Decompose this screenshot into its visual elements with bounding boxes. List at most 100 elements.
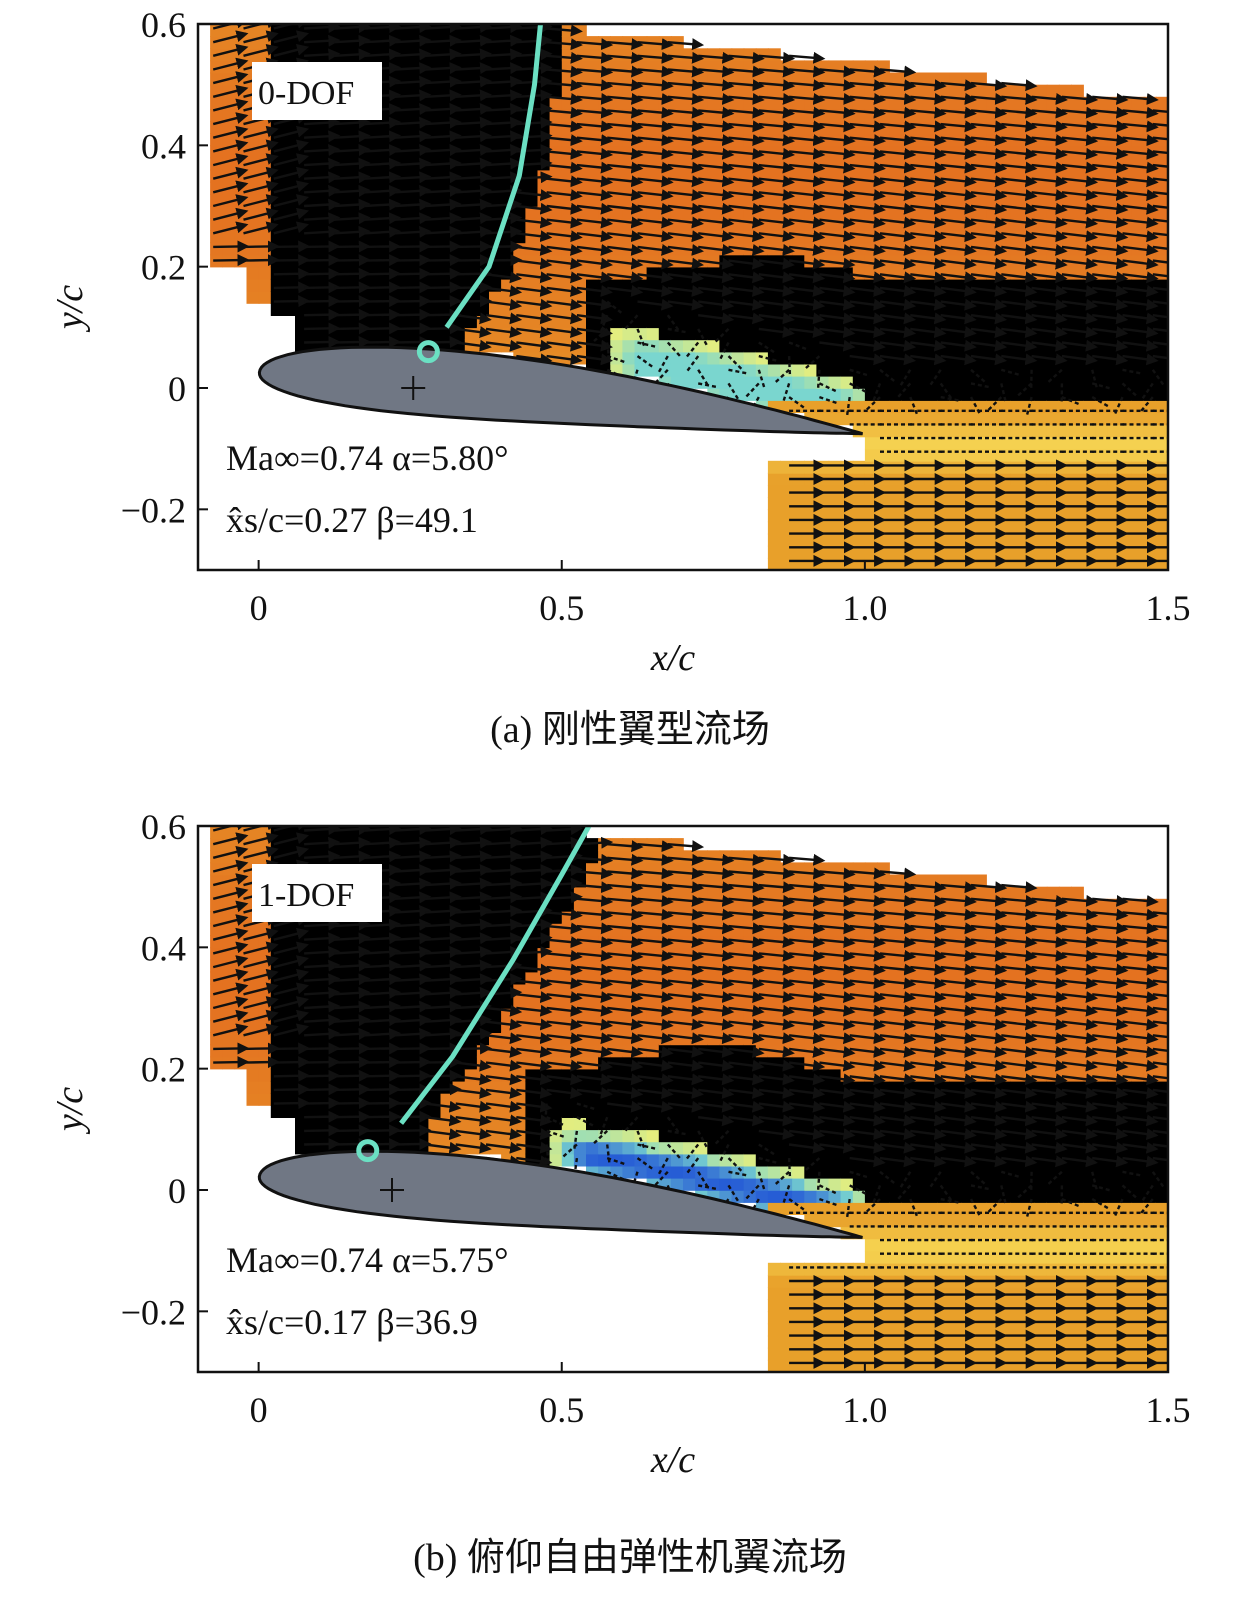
velocity-vector [334,315,368,316]
field-cell [465,133,478,146]
field-cell [804,255,817,268]
field-cell [1035,158,1048,171]
field-cell [380,1044,393,1057]
field-cell [1023,424,1036,437]
field-cell [804,1129,817,1142]
field-cell [768,1166,781,1179]
field-cell [344,1044,357,1057]
field-cell [732,303,745,316]
field-cell [586,996,599,1009]
field-cell [865,85,878,98]
field-cell [816,497,829,510]
field-cell [525,826,538,839]
field-cell [610,158,623,171]
field-cell [683,1142,696,1155]
field-cell [441,73,454,86]
field-cell [428,935,441,948]
field-cell [489,24,502,37]
field-cell [489,267,502,280]
velocity-vector [425,246,459,247]
field-cell [1071,364,1084,377]
field-cell [780,1154,793,1167]
field-cell [368,279,381,292]
field-cell [259,230,272,243]
field-cell [744,887,757,900]
velocity-vector [304,246,338,247]
field-cell [974,424,987,437]
field-cell [489,1032,502,1045]
field-cell [1095,158,1108,171]
field-cell [768,1336,781,1349]
field-cell [513,996,526,1009]
field-cell [1071,497,1084,510]
field-cell [768,1311,781,1324]
field-cell [926,364,939,377]
field-cell [829,923,842,936]
field-cell [489,97,502,110]
velocity-vector [304,260,338,261]
field-cell [889,158,902,171]
field-cell [913,364,926,377]
field-cell [659,352,672,365]
field-cell [574,1142,587,1155]
field-cell [841,1263,854,1276]
field-cell [562,838,575,851]
field-cell [441,1020,454,1033]
field-cell [780,1166,793,1179]
field-cell [732,1142,745,1155]
field-cell [732,158,745,171]
field-cell [865,449,878,462]
field-cell [610,1069,623,1082]
field-cell [950,158,963,171]
field-cell [1083,461,1096,474]
field-cell [610,1129,623,1142]
field-cell [768,194,781,207]
field-cell [550,996,563,1009]
field-cell [926,255,939,268]
field-cell [647,1129,660,1142]
field-cell [707,1129,720,1142]
velocity-vector [244,246,278,247]
velocity-vector [365,315,399,316]
field-cell [780,1299,793,1312]
velocity-vector [274,246,308,247]
field-cell [489,340,502,353]
field-cell [404,935,417,948]
field-cell [1047,255,1060,268]
field-cell [465,826,478,839]
velocity-vector [334,260,368,261]
field-cell [404,826,417,839]
field-cell [768,388,781,401]
field-cell [525,899,538,912]
field-cell [744,1178,757,1191]
field-cell [768,850,781,863]
field-cell [804,1336,817,1349]
field-cell [453,242,466,255]
field-cell [356,242,369,255]
field-cell [901,424,914,437]
field-cell [319,1081,332,1094]
field-cell [829,1154,842,1167]
field-cell [465,862,478,875]
field-cell [465,303,478,316]
field-cell [829,121,842,134]
field-cell [671,887,684,900]
field-cell [768,352,781,365]
field-cell [683,947,696,960]
field-cell [307,206,320,219]
field-cell [804,887,817,900]
field-cell [671,340,684,353]
field-cell [707,352,720,365]
velocity-vector [425,287,459,288]
field-cell [707,1166,720,1179]
field-cell [610,1142,623,1155]
field-cell [792,194,805,207]
field-cell [404,170,417,183]
field-cell [344,279,357,292]
velocity-vector [456,260,490,261]
field-cell [804,534,817,547]
field-cell [986,364,999,377]
field-cell [441,838,454,851]
field-cell [428,826,441,839]
